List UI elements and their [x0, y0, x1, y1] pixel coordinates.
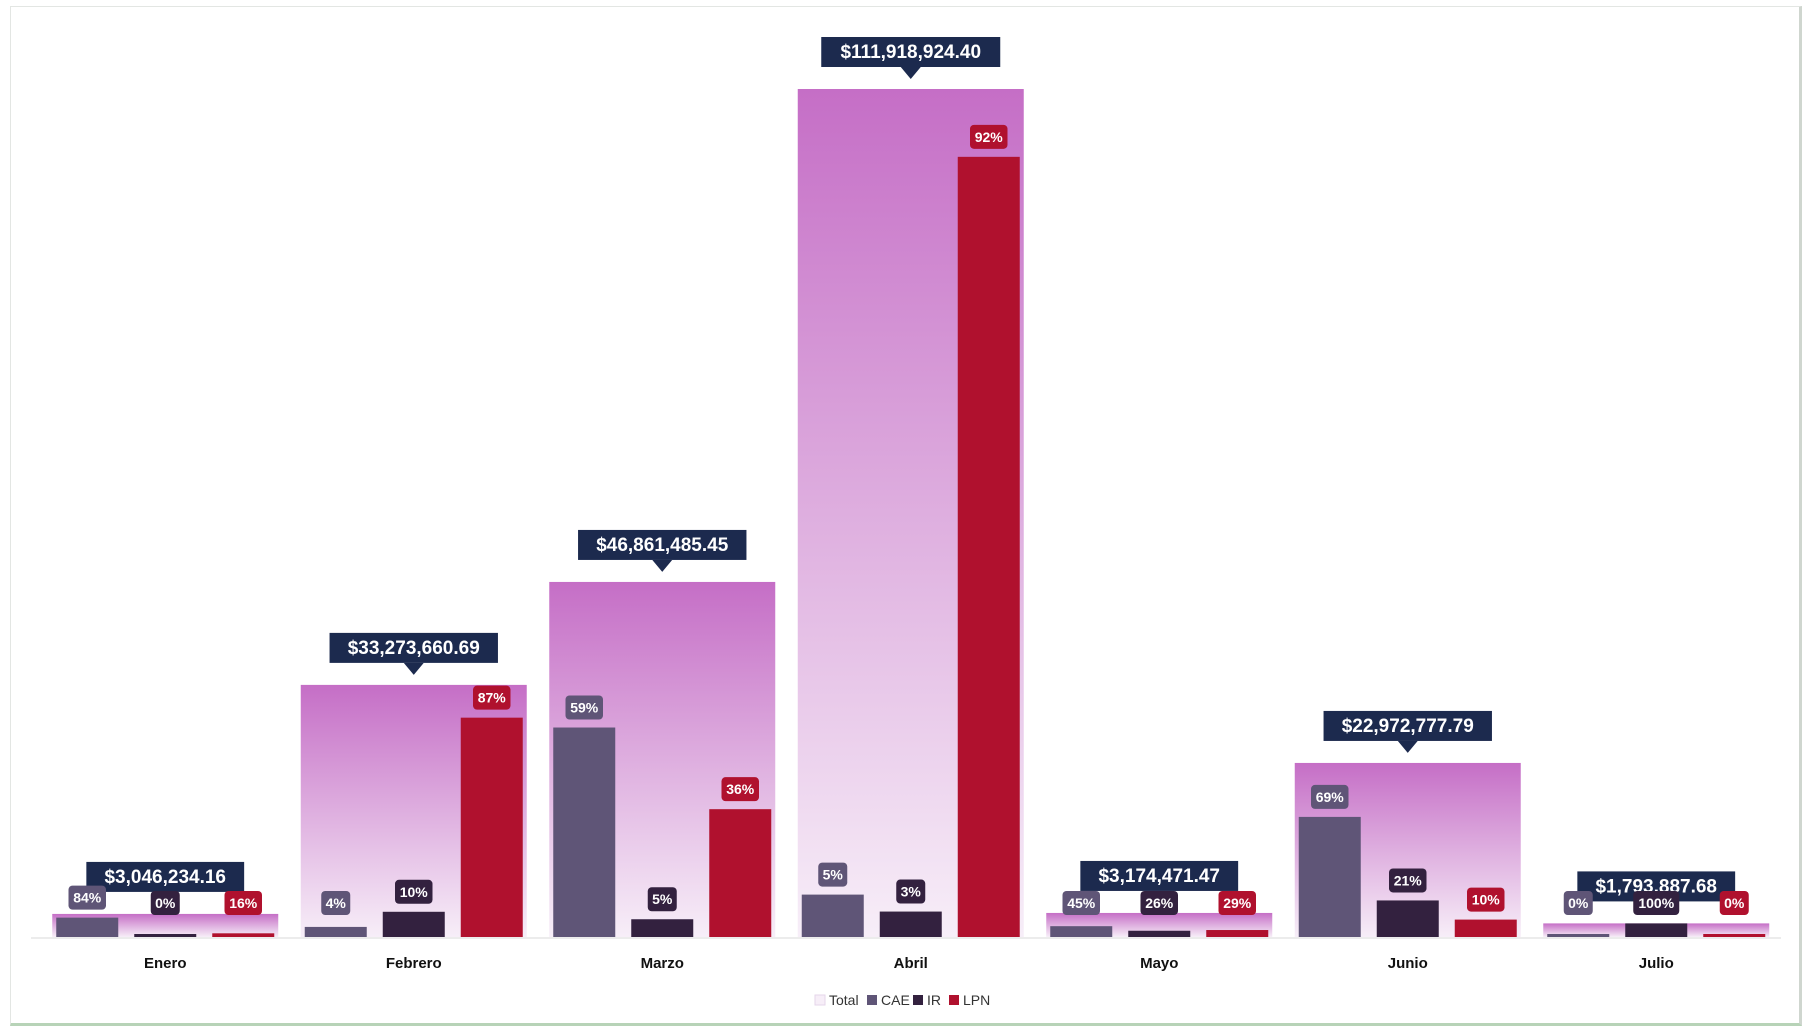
total-value-label: $46,861,485.45 [596, 535, 729, 556]
bar-lpn [212, 933, 275, 937]
total-label-pointer [900, 67, 921, 79]
pct-label-box [150, 891, 180, 915]
pct-value-label: 10% [1472, 892, 1501, 908]
category-label: Enero [144, 955, 187, 972]
bar-ir [134, 934, 197, 937]
pct-value-label: 0% [1724, 895, 1745, 911]
pct-label-box [395, 879, 433, 904]
total-label-box [1080, 860, 1239, 891]
pct-label-box [721, 777, 759, 802]
bar-cae [1298, 816, 1361, 937]
legend-swatch [913, 995, 923, 1005]
legend-item-ir: IR [927, 992, 941, 1008]
category-label: Julio [1639, 955, 1674, 972]
bar-ir [1376, 900, 1439, 937]
pct-value-label: 59% [570, 700, 599, 716]
total-label-pointer [1397, 740, 1418, 753]
pct-label-box [1719, 891, 1749, 915]
pct-label-box [1389, 868, 1427, 893]
total-label-box [578, 529, 747, 560]
total-label-box [329, 632, 498, 663]
bar-lpn [709, 809, 772, 937]
bar-ir [1625, 923, 1688, 937]
pct-label-box [473, 685, 511, 710]
bar-ir [879, 911, 942, 937]
total-label-box [821, 37, 1001, 67]
total-label-pointer [403, 662, 424, 675]
pct-value-label: 87% [478, 690, 507, 706]
total-label-box [86, 861, 245, 892]
pct-label-box [1633, 891, 1680, 915]
total-value-label: $111,918,924.40 [840, 42, 981, 63]
bar-cae [1547, 934, 1610, 937]
bar-lpn [1206, 930, 1269, 937]
pct-value-label: 84% [73, 890, 102, 906]
pct-label-box [224, 891, 262, 915]
bar-cae [1050, 926, 1113, 937]
pct-label-box [1218, 891, 1256, 915]
legend-swatch [949, 995, 959, 1005]
pct-value-label: 10% [400, 884, 429, 900]
pct-value-label: 21% [1394, 872, 1423, 888]
bar-ir [1128, 930, 1191, 937]
bar-ir [382, 911, 445, 937]
bar-lpn [460, 717, 523, 937]
pct-value-label: 16% [229, 895, 258, 911]
bar-lpn [957, 156, 1020, 938]
total-value-label: $3,174,471.47 [1098, 866, 1220, 887]
pct-value-label: 26% [1145, 895, 1174, 911]
pct-value-label: 100% [1638, 895, 1674, 911]
pct-value-label: 5% [823, 867, 844, 883]
chart-frame: $3,046,234.16 84% 0% 16% Enero $33,273,660.69… [10, 6, 1802, 1026]
pct-value-label: 0% [1568, 895, 1589, 911]
pct-value-label: 45% [1067, 895, 1096, 911]
bar-cae [553, 727, 616, 937]
pct-label-box [1563, 891, 1593, 915]
bar-cae [304, 926, 367, 937]
total-value-label: $3,046,234.16 [104, 867, 226, 888]
pct-label-box [1467, 887, 1505, 912]
category-label: Febrero [386, 955, 442, 972]
bar-cae [801, 894, 864, 937]
pct-label-box [970, 124, 1008, 149]
category-label: Abril [894, 955, 928, 972]
pct-value-label: 5% [652, 891, 673, 907]
total-value-label: $22,972,777.79 [1342, 716, 1474, 737]
pct-label-box [818, 862, 848, 887]
pct-value-label: 29% [1223, 895, 1252, 911]
pct-label-box [321, 891, 351, 915]
total-value-label: $33,273,660.69 [348, 638, 480, 659]
legend-swatch [867, 995, 877, 1005]
pct-label-box [565, 695, 603, 720]
legend-item-cae: CAE [881, 992, 910, 1008]
pct-value-label: 92% [975, 129, 1004, 145]
pct-label-box [647, 887, 677, 912]
pct-value-label: 4% [326, 895, 347, 911]
category-label: Marzo [641, 955, 684, 972]
pct-label-box [1140, 891, 1178, 915]
pct-label-box [1311, 784, 1349, 809]
total-value-label: $1,793,887.68 [1595, 876, 1717, 897]
legend-item-total: Total [829, 992, 859, 1008]
pct-value-label: 36% [726, 781, 755, 797]
pct-label-box [896, 879, 926, 904]
legend: Total CAE IR LPN [814, 992, 990, 1008]
bar-ir [631, 919, 694, 937]
pct-value-label: 69% [1316, 789, 1345, 805]
pct-value-label: 0% [155, 895, 176, 911]
bar-cae [56, 917, 119, 937]
total-label-pointer [652, 559, 673, 572]
legend-item-lpn: LPN [963, 992, 990, 1008]
legend-swatch [814, 994, 826, 1006]
bar-lpn [1454, 919, 1517, 937]
pct-value-label: 3% [901, 884, 922, 900]
total-label-box [1323, 710, 1492, 741]
pct-label-box [68, 885, 106, 910]
category-label: Junio [1388, 955, 1428, 972]
category-label: Mayo [1140, 955, 1178, 972]
pct-label-box [1062, 891, 1100, 915]
bar-lpn [1703, 934, 1766, 937]
